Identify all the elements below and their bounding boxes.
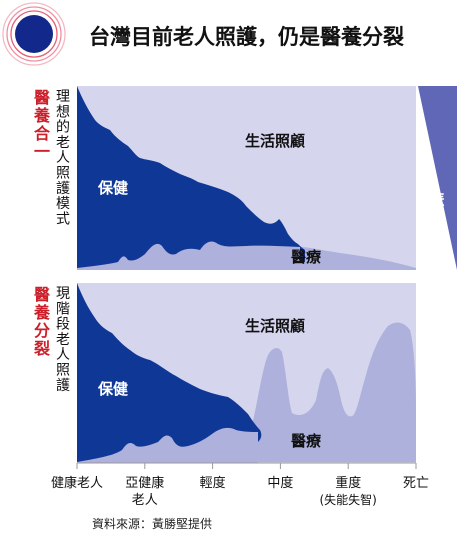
x-tick-label: 重度	[335, 475, 361, 491]
panel-1-red-label: 醫養合一	[33, 88, 51, 161]
x-tick-label: 輕度	[200, 475, 226, 491]
panel-integrated: 生活照顧 保健 醫療	[77, 86, 460, 270]
life-care-label: 生活照顧	[245, 132, 305, 150]
x-tick-label: 健康老人	[51, 475, 103, 491]
health-label: 保健	[97, 179, 128, 197]
life-care-label: 生活照顧	[245, 317, 305, 335]
medical-bumps	[77, 427, 258, 463]
bereavement-triangle	[418, 86, 457, 270]
medical-bumps	[77, 241, 300, 270]
x-tick-label: 死亡	[403, 476, 429, 491]
x-tick-label: 亞健康	[125, 475, 164, 491]
medical-area	[77, 322, 416, 462]
health-area	[77, 86, 305, 270]
medical-label: 醫療	[291, 248, 322, 266]
panel-2-desc-label: 現階段老人照護	[56, 286, 70, 394]
panel-2-red-label: 醫養分裂	[33, 285, 50, 358]
x-tick-label-line2: 老人	[132, 493, 158, 508]
medical-label: 醫療	[291, 432, 322, 450]
logo-icon	[2, 2, 66, 66]
health-label: 保健	[97, 380, 128, 398]
x-tick-label: 中度	[267, 475, 293, 491]
panel-split: 生活照顧 保健 醫療	[77, 283, 416, 463]
health-area	[77, 283, 262, 463]
bereavement-counseling: 悲傷輔導	[418, 86, 457, 270]
page-title: 台灣目前老人照護，仍是醫養分裂	[89, 25, 404, 49]
x-tick-label-line2: (失能失智)	[320, 492, 377, 507]
source-note: 資料來源：黃勝堅提供	[92, 516, 212, 531]
bereavement-label: 悲傷輔導	[428, 191, 444, 260]
panel-1-desc-label: 理想的老人照護模式	[56, 89, 70, 227]
